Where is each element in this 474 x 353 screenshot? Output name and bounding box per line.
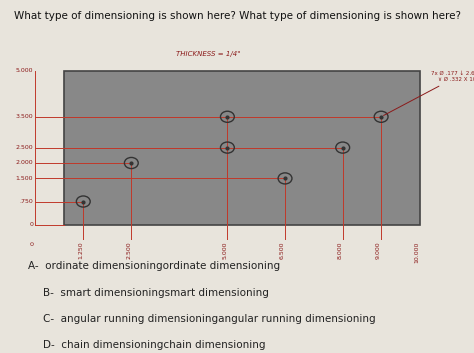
Text: 2.000: 2.000	[16, 161, 33, 166]
Text: 8.000: 8.000	[337, 241, 343, 259]
FancyBboxPatch shape	[64, 71, 419, 225]
Text: C-  angular running dimensioningangular running dimensioning: C- angular running dimensioningangular r…	[43, 314, 375, 324]
Text: 2.500: 2.500	[126, 241, 131, 259]
Text: 5.000: 5.000	[222, 241, 228, 259]
Text: 10.000: 10.000	[415, 241, 419, 263]
Text: What type of dimensioning is shown here? What type of dimensioning is shown here: What type of dimensioning is shown here?…	[14, 11, 461, 20]
Text: A-  ordinate dimensioningordinate dimensioning: A- ordinate dimensioningordinate dimensi…	[28, 261, 281, 271]
Text: B-  smart dimensioningsmart dimensioning: B- smart dimensioningsmart dimensioning	[43, 288, 269, 298]
Text: 2.500: 2.500	[16, 145, 33, 150]
Text: 0: 0	[30, 241, 35, 245]
Text: 9.000: 9.000	[376, 241, 381, 259]
Text: 6.500: 6.500	[280, 241, 285, 259]
Text: D-  chain dimensioningchain dimensioning: D- chain dimensioningchain dimensioning	[43, 340, 265, 349]
Text: 3.500: 3.500	[16, 114, 33, 119]
Text: 7x Ø .177 ↓ 2.667
    ∨ Ø .332 X 100°: 7x Ø .177 ↓ 2.667 ∨ Ø .332 X 100°	[383, 71, 474, 115]
Text: 1.500: 1.500	[16, 176, 33, 181]
Text: 0: 0	[29, 222, 33, 227]
Text: THICKNESS = 1/4": THICKNESS = 1/4"	[176, 51, 240, 57]
Text: .750: .750	[19, 199, 33, 204]
Text: 1.250: 1.250	[78, 241, 83, 259]
Text: 5.000: 5.000	[16, 68, 33, 73]
